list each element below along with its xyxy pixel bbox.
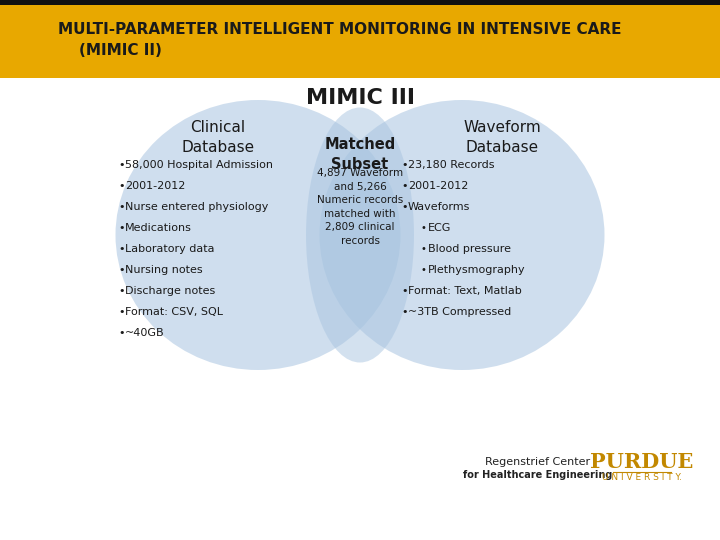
Text: Plethysmography: Plethysmography: [428, 265, 526, 275]
Text: 58,000 Hospital Admission: 58,000 Hospital Admission: [125, 160, 273, 170]
Text: Medications: Medications: [125, 223, 192, 233]
Text: •: •: [401, 181, 408, 191]
Text: U N I V E R S I T Y.: U N I V E R S I T Y.: [602, 474, 682, 483]
Text: 4,897 Waveform
and 5,266
Numeric records
matched with
2,809 clinical
records: 4,897 Waveform and 5,266 Numeric records…: [317, 168, 403, 246]
Text: •: •: [118, 307, 125, 317]
Text: •: •: [420, 223, 426, 233]
Text: Matched
Subset: Matched Subset: [325, 137, 395, 172]
Text: •: •: [118, 160, 125, 170]
Text: •: •: [118, 181, 125, 191]
Text: MIMIC III: MIMIC III: [305, 88, 415, 108]
Text: •: •: [420, 244, 426, 254]
Ellipse shape: [320, 100, 605, 370]
Text: •: •: [401, 307, 408, 317]
Text: •: •: [401, 202, 408, 212]
Text: ~40GB: ~40GB: [125, 328, 165, 338]
Text: Waveforms: Waveforms: [408, 202, 470, 212]
Text: •: •: [118, 286, 125, 296]
Text: •: •: [118, 223, 125, 233]
Text: 23,180 Records: 23,180 Records: [408, 160, 495, 170]
Text: Clinical
Database: Clinical Database: [181, 120, 255, 155]
Text: 2001-2012: 2001-2012: [125, 181, 185, 191]
Text: 2001-2012: 2001-2012: [408, 181, 469, 191]
Text: Blood pressure: Blood pressure: [428, 244, 511, 254]
Ellipse shape: [115, 100, 400, 370]
Text: •: •: [118, 328, 125, 338]
Text: •: •: [401, 286, 408, 296]
Text: •: •: [420, 265, 426, 275]
Text: for Healthcare Engineering: for Healthcare Engineering: [463, 470, 613, 480]
Text: Waveform
Database: Waveform Database: [463, 120, 541, 155]
Text: •: •: [118, 265, 125, 275]
Text: Regenstrief Center: Regenstrief Center: [485, 457, 590, 467]
Ellipse shape: [306, 107, 414, 362]
Bar: [0, 0, 720, 78]
Text: Laboratory data: Laboratory data: [125, 244, 215, 254]
Text: Format: CSV, SQL: Format: CSV, SQL: [125, 307, 223, 317]
Text: Discharge notes: Discharge notes: [125, 286, 215, 296]
Text: •: •: [118, 202, 125, 212]
Bar: [0, 0, 720, 5]
Text: Nursing notes: Nursing notes: [125, 265, 202, 275]
Text: PURDUE: PURDUE: [590, 452, 693, 472]
Text: •: •: [401, 160, 408, 170]
Text: Format: Text, Matlab: Format: Text, Matlab: [408, 286, 522, 296]
Text: ~3TB Compressed: ~3TB Compressed: [408, 307, 511, 317]
Text: Nurse entered physiology: Nurse entered physiology: [125, 202, 269, 212]
Text: •: •: [118, 244, 125, 254]
Text: MULTI-PARAMETER INTELLIGENT MONITORING IN INTENSIVE CARE
    (MIMIC II): MULTI-PARAMETER INTELLIGENT MONITORING I…: [58, 22, 621, 58]
Text: ECG: ECG: [428, 223, 451, 233]
